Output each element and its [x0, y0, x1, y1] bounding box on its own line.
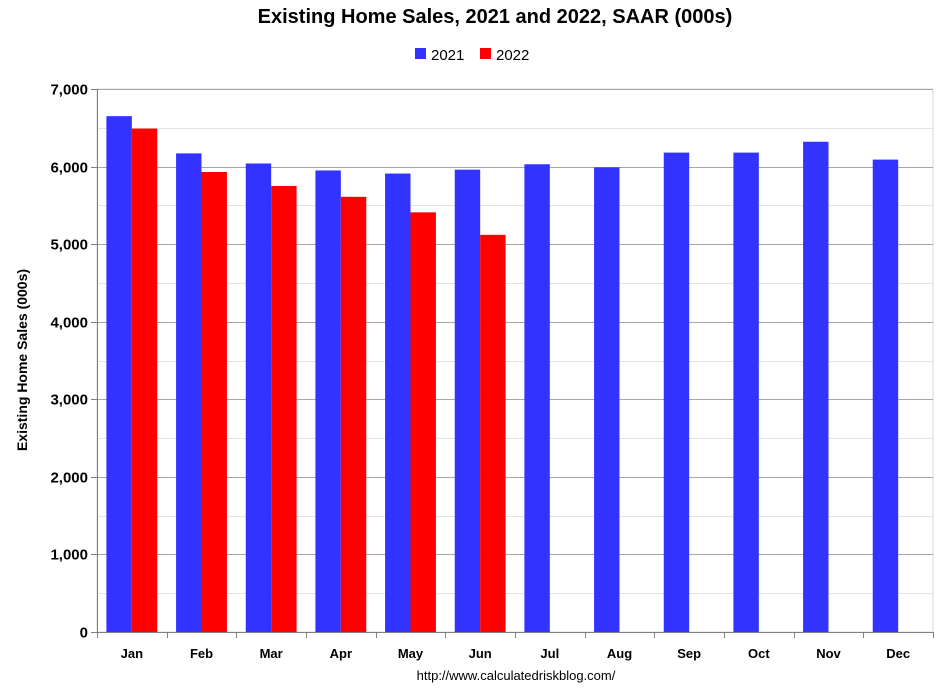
- y-tick-label: 3,000: [50, 392, 88, 409]
- x-tick-label: Mar: [260, 646, 283, 661]
- legend-swatch-2022: [480, 48, 491, 59]
- legend: 2021 2022: [415, 47, 529, 64]
- bar-2021-jan: [106, 116, 132, 632]
- y-tick-label: 2,000: [50, 470, 88, 487]
- x-tick-label: Sep: [677, 646, 701, 661]
- legend-label-2022: 2022: [496, 47, 529, 64]
- x-tick-label: Feb: [190, 646, 213, 661]
- y-tick-labels: 0 1,000 2,000 3,000 4,000 5,000 6,000 7,000: [50, 82, 97, 642]
- y-tick-label: 5,000: [50, 237, 88, 254]
- bars: [106, 116, 899, 633]
- bar-2021-jul: [524, 164, 550, 633]
- chart-title: Existing Home Sales, 2021 and 2022, SAAR…: [258, 6, 733, 28]
- y-tick-label: 7,000: [50, 82, 88, 99]
- source-url: http://www.calculatedriskblog.com/: [417, 668, 616, 683]
- bar-2021-may: [385, 173, 411, 633]
- bar-2021-dec: [872, 159, 899, 632]
- legend-swatch-2021: [415, 48, 426, 59]
- y-tick-label: 0: [80, 625, 88, 642]
- x-tick-label: Aug: [607, 646, 632, 661]
- x-tick-label: Nov: [816, 646, 841, 661]
- y-tick-label: 4,000: [50, 315, 88, 332]
- bar-2021-sep: [663, 152, 690, 633]
- y-tick-label: 1,000: [50, 547, 88, 564]
- bar-2021-nov: [803, 141, 829, 632]
- bar-2021-feb: [176, 153, 202, 632]
- bar-2021-mar: [245, 163, 272, 632]
- bar-2022-may: [410, 212, 436, 632]
- bar-2022-jan: [131, 128, 158, 632]
- bar-2022-feb: [201, 172, 227, 632]
- plot-background: [96, 88, 934, 633]
- x-tick-label: Oct: [748, 646, 770, 661]
- y-axis-label: Existing Home Sales (000s): [14, 269, 30, 451]
- legend-label-2021: 2021: [431, 47, 464, 64]
- x-tick-label: May: [398, 646, 424, 661]
- y-tick-label: 6,000: [50, 160, 88, 177]
- x-tick-label: Apr: [330, 646, 352, 661]
- bar-2022-mar: [271, 185, 297, 632]
- bar-2022-apr: [340, 196, 367, 632]
- bar-2021-oct: [733, 152, 759, 633]
- bar-2021-apr: [315, 170, 341, 632]
- x-tick-label: Jan: [121, 646, 143, 661]
- x-tick-label: Jun: [469, 646, 492, 661]
- bar-2022-jun: [480, 234, 506, 632]
- x-tick-label: Dec: [886, 646, 910, 661]
- plot-area: [96, 88, 934, 633]
- bar-2021-jun: [454, 169, 481, 633]
- gridlines: [97, 89, 933, 594]
- bar-2021-aug: [594, 167, 620, 632]
- x-tick-labels: Jan Feb Mar Apr May Jun Jul Aug Sep Oct Nov Dec: [97, 632, 934, 661]
- x-tick-label: Jul: [540, 646, 559, 661]
